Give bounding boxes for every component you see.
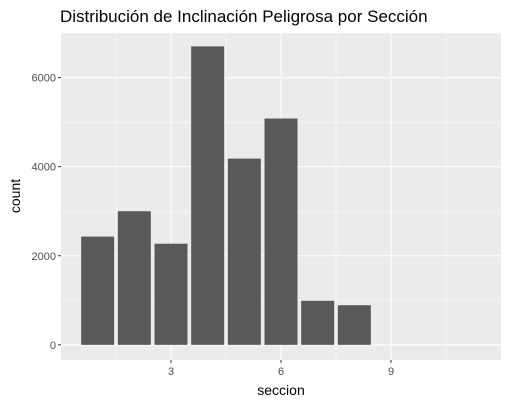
bar	[264, 118, 298, 345]
bar	[154, 243, 188, 345]
bar	[227, 158, 261, 345]
bar	[337, 305, 371, 345]
x-tick-label: 3	[168, 366, 174, 378]
y-axis-title: count	[7, 179, 23, 213]
bar	[81, 236, 115, 345]
bar	[301, 300, 335, 345]
bar	[117, 211, 151, 345]
y-tick-label: 6000	[32, 73, 56, 85]
y-tick-label: 4000	[32, 162, 56, 174]
x-tick-label: 9	[388, 366, 394, 378]
x-tick-label: 6	[278, 366, 284, 378]
chart-title: Distribución de Inclinación Peligrosa po…	[60, 7, 428, 26]
bars	[81, 46, 371, 345]
y-tick-label: 2000	[32, 251, 56, 263]
y-tick-label: 0	[50, 340, 56, 352]
x-axis-title: seccion	[257, 382, 304, 398]
bar	[191, 46, 225, 345]
axis-ticks: 3 6 9 0 2000 4000 6000	[32, 73, 395, 378]
